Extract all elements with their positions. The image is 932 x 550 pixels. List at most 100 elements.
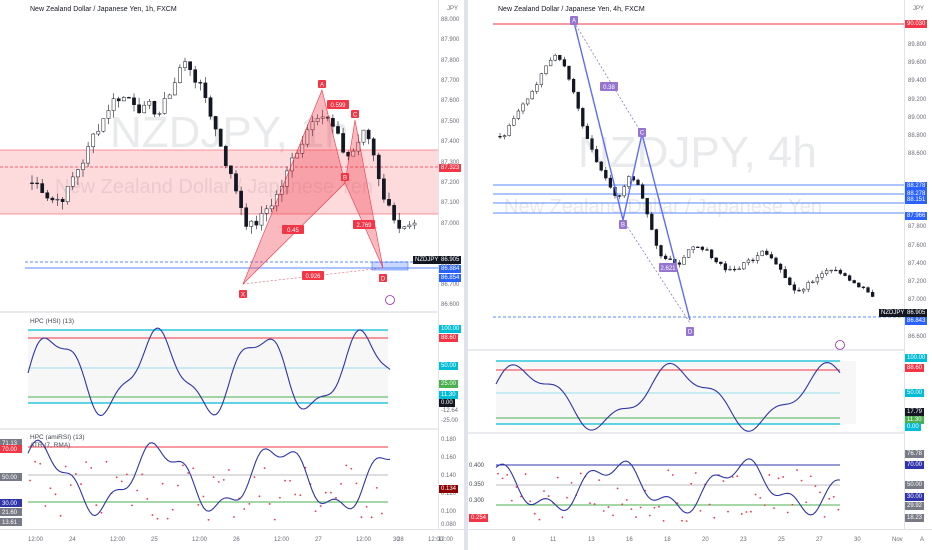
right-atr-dot <box>598 479 601 481</box>
left-atr-dot <box>273 518 276 521</box>
left-price-axis[interactable]: JPY 88.000 87.900 87.800 87.700 87.600 87.500… <box>413 0 465 530</box>
left-osc1-tag: 50.00 <box>439 362 459 370</box>
left-osc1-tag: 11.30 <box>439 391 458 399</box>
left-candle-body <box>65 186 70 202</box>
right-time-axis[interactable]: 9 11 13 16 18 20 23 25 27 30 Nov A <box>468 529 932 550</box>
left-candle-body <box>86 146 90 164</box>
right-point-a-badge <box>570 16 578 25</box>
left-candle-body <box>249 220 254 227</box>
left-candle-body <box>70 176 75 187</box>
right-atr-dot <box>786 511 789 514</box>
left-candle-body <box>76 169 80 178</box>
left-point-a-badge <box>318 80 326 88</box>
left-ratio-badge <box>353 220 375 229</box>
left-osc2-tick: 0.120 <box>441 491 457 497</box>
chart-separator[interactable] <box>464 0 468 550</box>
right-atr-dot <box>685 520 688 523</box>
right-osc2-tag: 76.78 <box>905 450 925 458</box>
left-candle-body <box>269 205 274 210</box>
left-atr-dot <box>355 482 358 485</box>
left-price-tag: 86.884 <box>439 265 462 273</box>
left-osc1-tick: -12.64 <box>441 408 459 414</box>
right-point-d-label: D <box>688 330 693 336</box>
right-candle-body <box>824 270 829 274</box>
right-atr-dot <box>616 487 619 490</box>
right-time-label: 16 <box>626 537 633 543</box>
right-flash-icon <box>835 340 845 350</box>
left-time-axis[interactable]: 12:00 24 12:00 25 12:00 26 12:00 27 12:00 28 12:00… <box>0 529 464 550</box>
left-osc1-tag: 100.00 <box>439 325 462 333</box>
right-atr-dot <box>630 508 633 510</box>
right-price-tick: 89.600 <box>908 60 927 67</box>
right-price-tick: 88.600 <box>908 151 927 158</box>
right-price-tag: 88.151 <box>905 196 928 204</box>
right-time-label: 13 <box>588 537 595 543</box>
left-price-tick: 87.500 <box>441 118 460 125</box>
right-osc2-tag: 18.23 <box>905 514 925 522</box>
left-flash-icon <box>385 295 395 305</box>
left-candle-body <box>198 82 203 84</box>
left-osc1-line <box>27 327 391 417</box>
right-osc1-tag: 0.00 <box>905 423 921 431</box>
right-candle-body <box>709 249 714 259</box>
left-price-tick: 87.700 <box>441 78 460 85</box>
left-atr-dot <box>54 493 57 496</box>
right-time-label: 23 <box>740 537 747 543</box>
left-candle-body <box>142 104 147 114</box>
left-chart-panel: Z New Zealand Dollar / Japanese Yen, 1h,… <box>0 0 465 550</box>
right-candle-body <box>581 108 585 127</box>
right-atr-dot <box>713 516 716 519</box>
right-atr-dot <box>602 510 605 512</box>
left-price-tick: 88.000 <box>441 17 460 23</box>
right-candle-body <box>516 110 521 119</box>
left-atr-dot <box>120 480 123 483</box>
right-atr-dot <box>809 475 812 478</box>
left-candle-body <box>320 116 325 119</box>
right-osc2-tag: 30.00 <box>905 493 925 501</box>
right-price-axis[interactable]: JPY 89.800 89.600 89.400 89.200 89.000 88.800… <box>469 0 932 530</box>
right-price-tick: 89.800 <box>908 41 927 48</box>
right-candle-body <box>640 184 645 199</box>
left-atr-dot <box>324 491 327 494</box>
right-ratio-badge <box>659 263 677 272</box>
left-atr-dot <box>340 482 342 485</box>
right-osc2-tag: 29.92 <box>905 502 925 510</box>
left-candle-body <box>157 113 162 115</box>
right-candle-body <box>576 91 580 109</box>
right-price-tag: 86.905 <box>905 309 928 317</box>
right-osc1-tag: 50.00 <box>905 389 925 397</box>
right-candle-body <box>636 179 640 185</box>
right-candle-body <box>544 65 548 74</box>
right-candle-body <box>760 250 764 256</box>
left-time-label: 26 <box>233 537 240 543</box>
right-time-label: 18 <box>664 537 671 543</box>
left-price-tick: 87.800 <box>441 57 460 64</box>
left-candle-body <box>178 67 182 83</box>
right-atr-dot <box>538 518 541 521</box>
right-candle-body <box>645 198 649 215</box>
left-atr-dot <box>263 467 266 470</box>
right-atr-dot <box>589 502 591 505</box>
left-atr-dot <box>370 516 373 519</box>
left-atr-dot <box>299 494 302 497</box>
left-price-tick: 86.600 <box>441 302 460 308</box>
left-ratio-badge <box>302 271 324 280</box>
left-candle-body <box>137 104 141 114</box>
right-candle-body <box>820 273 824 278</box>
right-atr-dot <box>612 514 614 517</box>
left-price-tick: 87.300 <box>441 159 460 166</box>
right-main-chart[interactable]: A B C D 0.38 2.621 <box>468 0 906 530</box>
right-atr-dot <box>579 472 582 475</box>
right-atr-dot <box>658 505 660 508</box>
right-candle-body <box>668 258 672 260</box>
right-osc2-tick: 0.300 <box>469 498 485 504</box>
right-atr-dot <box>501 477 504 480</box>
left-candle-body <box>300 143 305 154</box>
left-osc2-tick: 0.160 <box>441 455 457 461</box>
left-atr-dot <box>49 487 52 490</box>
left-point-x-label: X <box>241 292 245 298</box>
right-point-c-badge <box>638 128 646 137</box>
left-atr-dot <box>131 504 133 507</box>
left-candle-body <box>361 129 366 143</box>
